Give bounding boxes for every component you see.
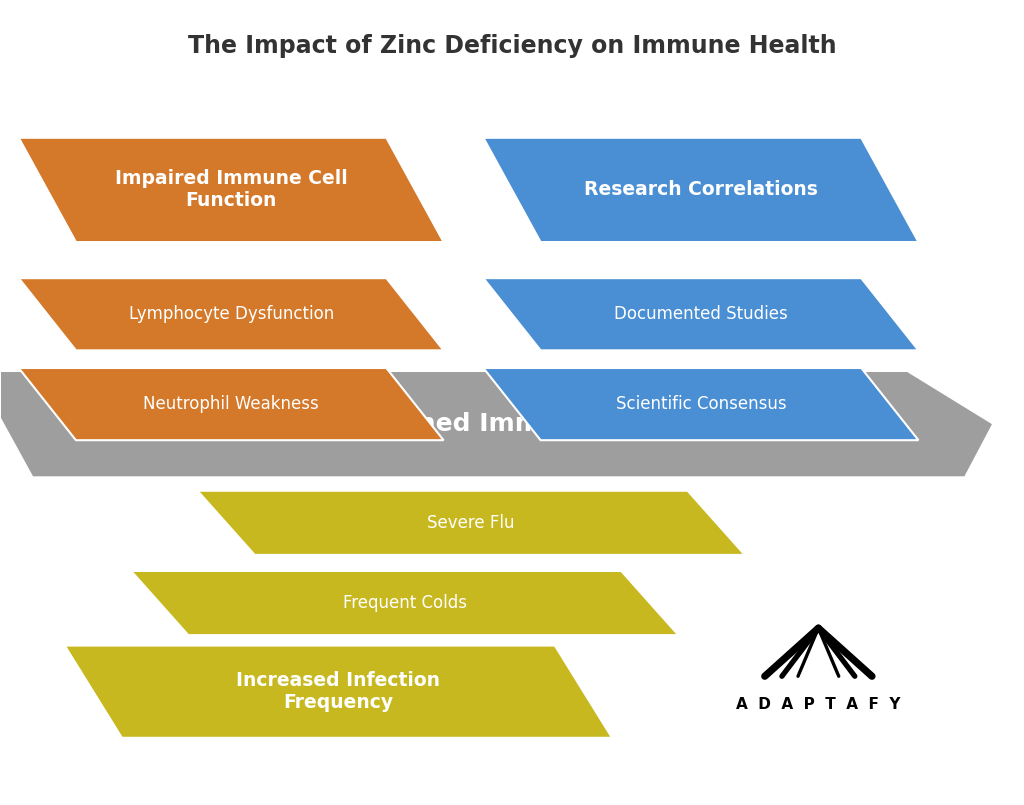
Text: Impaired Immune Cell
Function: Impaired Immune Cell Function <box>115 169 347 210</box>
Text: Severe Flu: Severe Flu <box>427 514 515 532</box>
Polygon shape <box>0 372 992 477</box>
Text: Lymphocyte Dysfunction: Lymphocyte Dysfunction <box>129 305 334 324</box>
Text: Scientific Consensus: Scientific Consensus <box>615 395 786 413</box>
Polygon shape <box>198 491 744 555</box>
Polygon shape <box>483 279 919 350</box>
Text: Documented Studies: Documented Studies <box>614 305 787 324</box>
Polygon shape <box>18 279 443 350</box>
Polygon shape <box>483 138 919 242</box>
Text: Increased Infection
Frequency: Increased Infection Frequency <box>237 671 440 712</box>
Polygon shape <box>18 368 443 440</box>
Polygon shape <box>131 571 679 635</box>
Text: A  D  A  P  T  A  F  Y: A D A P T A F Y <box>736 697 901 712</box>
Polygon shape <box>800 658 837 675</box>
Polygon shape <box>18 138 443 242</box>
Text: Neutrophil Weakness: Neutrophil Weakness <box>143 395 319 413</box>
Polygon shape <box>483 368 919 440</box>
Text: Weakened Immune Response: Weakened Immune Response <box>325 412 738 436</box>
Text: Research Correlations: Research Correlations <box>584 180 818 200</box>
Text: Frequent Colds: Frequent Colds <box>343 594 467 612</box>
Polygon shape <box>65 646 612 738</box>
Text: The Impact of Zinc Deficiency on Immune Health: The Impact of Zinc Deficiency on Immune … <box>187 34 837 57</box>
